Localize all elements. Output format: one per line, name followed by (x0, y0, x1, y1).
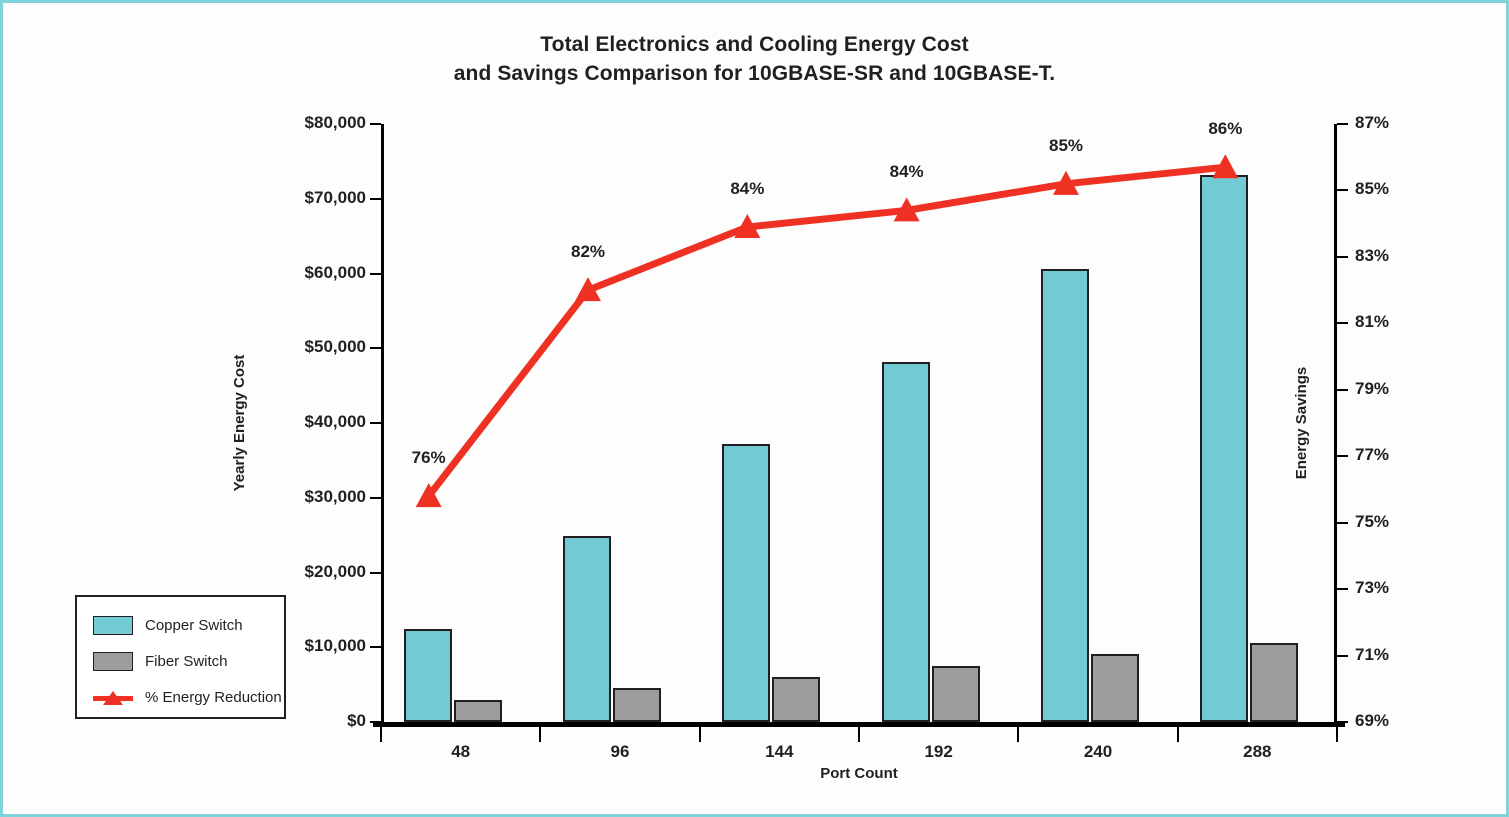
y-axis-right-tick (1337, 388, 1348, 391)
x-axis-tick-label: 144 (765, 742, 794, 761)
y-axis-left-tick (370, 571, 381, 574)
chart-legend: Copper Switch Fiber Switch % Energy Redu… (75, 595, 286, 719)
y-axis-right-tick (1337, 654, 1348, 657)
y-axis-right-tick-label: 75% (1355, 511, 1390, 531)
y-axis-right-tick-label: 81% (1355, 312, 1390, 332)
x-axis-tick-label: 48 (451, 742, 471, 761)
bar-copper-switch (563, 535, 611, 722)
chart-title-line-2: and Savings Comparison for 10GBASE-SR an… (453, 62, 1056, 85)
line-series-svg (415, 154, 1239, 508)
legend-item-fiber-switch[interactable]: Fiber Switch (93, 643, 284, 679)
bar-fiber-switch (453, 699, 502, 722)
y-axis-right-tick (1337, 189, 1348, 192)
y-axis-left-tick-label: $70,000 (304, 187, 366, 207)
y-axis-left-tick (370, 496, 381, 499)
y-axis-left-tick (370, 422, 381, 424)
legend-label-energy-reduction: % Energy Reduction (145, 688, 282, 706)
x-axis-tick-label: 192 (924, 742, 953, 761)
bar-fiber-switch (1250, 642, 1299, 722)
y-axis-right-tick (1337, 255, 1348, 258)
x-axis-tick (858, 727, 860, 742)
legend-item-energy-reduction[interactable]: % Energy Reduction (93, 679, 284, 715)
y-axis-right-tick-label: 79% (1355, 378, 1390, 398)
y-axis-left-tick-label: $50,000 (304, 337, 366, 357)
line-data-label: 76% (411, 448, 446, 468)
bar-copper-switch (1200, 174, 1249, 722)
bar-fiber-switch (772, 677, 821, 722)
bar-copper-switch (1041, 269, 1089, 722)
line-marker-triangle-icon (575, 277, 601, 302)
line-data-label: 85% (1048, 135, 1084, 155)
bar-copper-switch (881, 361, 930, 722)
line-data-label: 86% (1208, 119, 1243, 139)
line-marker-triangle-icon (734, 213, 761, 239)
x-axis-tick (698, 727, 701, 742)
y-axis-left-tick-label: $0 (347, 711, 366, 730)
y-axis-right-tick (1337, 521, 1348, 524)
x-axis-tick (539, 727, 542, 742)
legend-item-copper-switch[interactable]: Copper Switch (93, 607, 284, 643)
x-axis-tick (1336, 727, 1338, 742)
bar-fiber-switch (1091, 653, 1139, 722)
x-axis-line (373, 722, 1345, 727)
x-axis-tick-label: 288 (1243, 742, 1272, 761)
y-axis-right-tick-label: 87% (1355, 113, 1390, 132)
chart-title: Total Electronics and Cooling Energy Cos… (3, 30, 1506, 88)
y-axis-right-tick (1337, 588, 1348, 591)
y-axis-right-tick-label: 77% (1355, 445, 1390, 465)
bar-copper-switch (722, 443, 771, 722)
y-axis-right-line (1334, 124, 1337, 722)
y-axis-right-tick (1337, 455, 1348, 458)
legend-label-fiber: Fiber Switch (145, 652, 228, 670)
line-marker-triangle-icon (415, 483, 442, 508)
energy-reduction-markers (415, 154, 1239, 508)
y-axis-left-tick-label: $80,000 (304, 113, 366, 132)
y-axis-left-tick (370, 646, 381, 649)
y-axis-left-tick (370, 347, 381, 350)
line-data-label: 84% (889, 162, 924, 182)
y-axis-left-tick (370, 272, 381, 275)
y-axis-left-tick-label: $40,000 (304, 412, 366, 431)
y-axis-left-line (381, 124, 384, 722)
line-marker-triangle-icon (893, 197, 920, 222)
y-axis-left-tick-label: $10,000 (304, 636, 366, 656)
legend-line-marker-icon (93, 688, 133, 707)
y-axis-right-tick-label: 69% (1355, 711, 1390, 730)
x-axis-tick-label: 240 (1083, 742, 1113, 761)
plot-area: 76% 82% 84% 84% 85% 86% (370, 119, 1348, 742)
y-axis-left-tick (370, 123, 381, 125)
legend-swatch-icon-copper (93, 615, 133, 635)
energy-reduction-line (425, 163, 1226, 499)
legend-swatch-icon-fiber (93, 651, 133, 671)
x-axis-tick-label: 96 (610, 742, 630, 761)
y-axis-right-tick (1337, 721, 1348, 723)
y-axis-right-tick-label: 83% (1355, 245, 1390, 265)
y-axis-left-tick (370, 197, 381, 200)
y-axis-left-tick-label: $30,000 (304, 486, 366, 506)
y-axis-right-tick (1337, 123, 1348, 125)
chart-title-line-1: Total Electronics and Cooling Energy Cos… (540, 33, 969, 56)
legend-label-copper: Copper Switch (145, 616, 243, 634)
y-axis-right-tick (1337, 322, 1348, 325)
x-axis-tick (380, 727, 382, 742)
y-axis-right-tick-label: 71% (1355, 644, 1390, 664)
bar-copper-switch (403, 628, 452, 722)
x-axis-title: Port Count (820, 765, 898, 782)
x-axis-tick (1017, 727, 1020, 742)
line-data-label: 84% (730, 178, 765, 198)
y-axis-left-tick (370, 721, 381, 723)
line-data-label: 82% (570, 242, 606, 262)
y-axis-right-tick-label: 85% (1355, 179, 1390, 199)
y-axis-right-tick-label: 73% (1355, 578, 1390, 598)
y-axis-left-tick-label: $60,000 (304, 262, 366, 282)
x-axis-tick (1176, 727, 1179, 742)
bar-fiber-switch (613, 688, 661, 722)
y-axis-left-tick-label: $20,000 (304, 561, 366, 581)
line-marker-triangle-icon (1053, 170, 1079, 195)
bar-fiber-switch (931, 665, 980, 722)
